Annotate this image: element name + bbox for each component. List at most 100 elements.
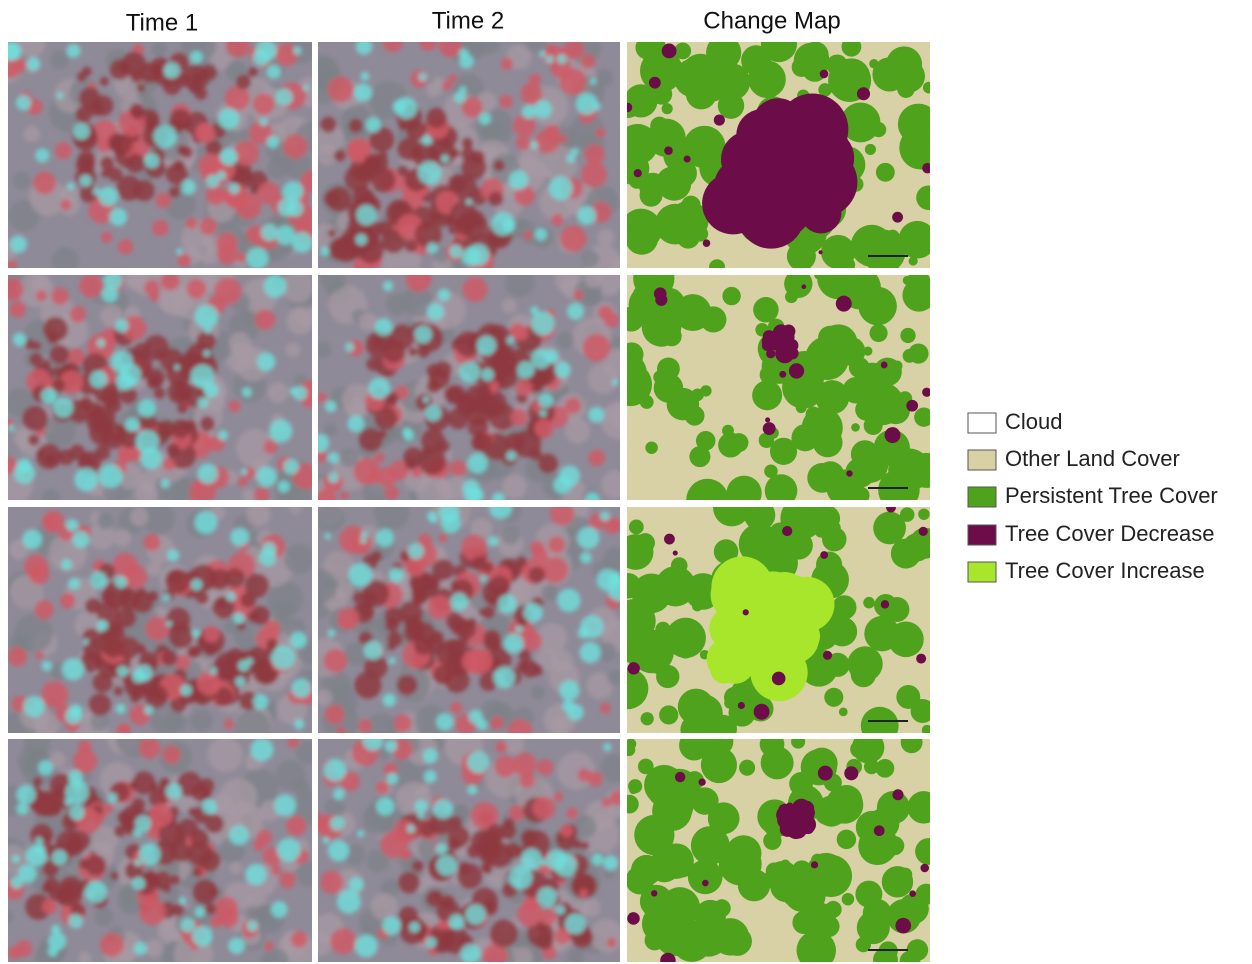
- vegetation: [55, 142, 72, 160]
- vegetation: [553, 791, 564, 802]
- tree-cover: [900, 327, 916, 344]
- tree-cover: [689, 446, 711, 468]
- vegetation: [100, 932, 125, 957]
- bare-ground: [503, 633, 524, 654]
- vegetation: [42, 860, 59, 877]
- decrease-patch: [784, 338, 799, 353]
- decrease-patch: [819, 69, 829, 79]
- vegetation: [275, 42, 299, 67]
- bare-ground: [559, 465, 581, 487]
- bare-ground: [61, 559, 73, 571]
- bare-ground: [217, 430, 228, 441]
- bare-ground: [491, 212, 515, 236]
- vegetation: [143, 533, 161, 551]
- tree-cover: [791, 739, 806, 749]
- tree-cover: [841, 42, 862, 57]
- vegetation: [125, 153, 146, 174]
- bare-ground: [9, 235, 27, 253]
- vegetation: [224, 567, 245, 588]
- bare-ground: [68, 577, 81, 590]
- bare-ground: [588, 406, 605, 423]
- bare-ground: [167, 549, 180, 562]
- vegetation: [323, 648, 348, 673]
- vegetation: [34, 600, 54, 620]
- vegetation: [205, 139, 223, 157]
- vegetation: [138, 739, 161, 759]
- tree-cover: [861, 229, 906, 268]
- decrease-patch: [880, 361, 888, 369]
- vegetation: [49, 344, 70, 365]
- vegetation: [204, 903, 217, 915]
- vegetation: [118, 588, 141, 611]
- bare-ground: [418, 72, 428, 82]
- bare-ground: [557, 588, 581, 613]
- bare-ground: [460, 943, 481, 962]
- bare-ground: [577, 526, 600, 549]
- vegetation: [327, 76, 354, 103]
- vegetation: [408, 347, 418, 357]
- soil-patch: [525, 42, 548, 54]
- bare-ground: [132, 876, 146, 891]
- bare-ground: [407, 543, 424, 560]
- bare-ground: [348, 562, 373, 587]
- vegetation: [257, 181, 281, 205]
- vegetation: [606, 937, 617, 948]
- bare-ground: [600, 511, 610, 521]
- vegetation: [139, 413, 157, 431]
- vegetation: [24, 339, 36, 350]
- soil-patch: [16, 42, 46, 57]
- soil-patch: [429, 292, 466, 329]
- vegetation: [598, 305, 613, 321]
- tree-cover: [789, 772, 813, 796]
- vegetation: [117, 636, 141, 659]
- vegetation: [398, 871, 420, 894]
- tree-cover: [661, 103, 673, 115]
- bare-ground: [435, 843, 448, 856]
- change-patch: [793, 173, 837, 217]
- vegetation: [69, 306, 87, 323]
- vegetation: [471, 435, 487, 451]
- vegetation: [550, 57, 572, 79]
- vegetation: [177, 402, 188, 414]
- vegetation: [340, 771, 360, 792]
- bare-ground: [448, 914, 465, 930]
- tree-cover: [855, 398, 878, 421]
- tree-cover: [888, 621, 924, 658]
- tree-cover: [847, 646, 883, 682]
- tree-cover: [802, 42, 829, 69]
- tree-cover: [674, 294, 712, 331]
- tree-cover: [728, 699, 756, 727]
- soil-patch: [600, 753, 620, 783]
- vegetation: [428, 367, 450, 390]
- bare-ground: [12, 332, 27, 347]
- vegetation: [493, 159, 505, 172]
- vegetation: [245, 225, 265, 244]
- vegetation: [73, 748, 98, 774]
- bare-ground: [539, 409, 547, 417]
- vegetation: [149, 782, 159, 792]
- soil-patch: [267, 382, 289, 403]
- tree-cover: [676, 225, 700, 249]
- decrease-patch: [818, 250, 823, 255]
- soil-patch: [229, 861, 243, 875]
- vegetation: [224, 85, 250, 111]
- soil-patch: [88, 523, 116, 550]
- soil-patch: [318, 507, 346, 533]
- vegetation: [81, 66, 92, 77]
- bare-ground: [347, 415, 365, 433]
- bare-ground: [270, 901, 288, 918]
- bare-ground: [103, 275, 123, 290]
- vegetation: [573, 289, 584, 301]
- tree-cover: [816, 551, 843, 578]
- vegetation: [28, 434, 40, 446]
- vegetation: [340, 491, 350, 500]
- vegetation: [330, 928, 357, 955]
- legend-swatch: [967, 449, 997, 471]
- soil-patch: [503, 739, 525, 755]
- tree-cover: [863, 596, 875, 609]
- soil-patch: [339, 448, 359, 468]
- soil-patch: [358, 312, 378, 331]
- soil-patch: [260, 947, 289, 962]
- vegetation: [76, 155, 96, 175]
- bare-ground: [414, 325, 433, 344]
